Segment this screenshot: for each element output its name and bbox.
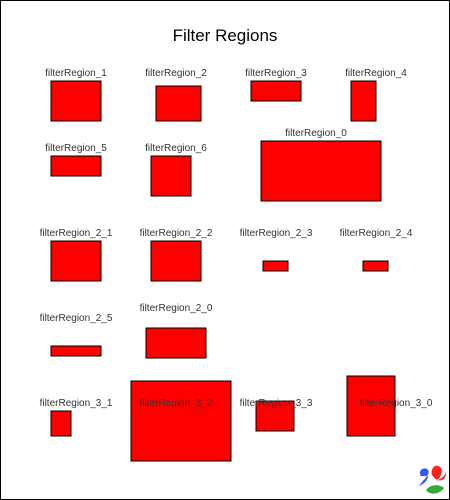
filterregion-0-rect	[260, 140, 382, 202]
filterregion-3-3-rect	[255, 400, 295, 432]
filterregion-3-0-label: filterRegion_3_0	[360, 398, 433, 409]
filterregion-2-4-label: filterRegion_2_4	[340, 228, 413, 239]
filterregion-4-rect	[350, 80, 377, 122]
filterregion-6-rect	[150, 155, 192, 197]
filterregion-2-5-label: filterRegion_2_5	[40, 313, 113, 324]
filterregion-6-label: filterRegion_6	[145, 143, 207, 154]
filterregion-3-rect	[250, 80, 302, 102]
filterregion-2-1-label: filterRegion_2_1	[40, 228, 113, 239]
filterregion-0-label: filterRegion_0	[285, 128, 347, 139]
filterregion-2-3-label: filterRegion_2_3	[240, 228, 313, 239]
filterregion-2-rect	[155, 85, 202, 122]
filterregion-3-label: filterRegion_3	[245, 68, 307, 79]
filterregion-5-rect	[50, 155, 102, 177]
filterregion-3-1-rect	[50, 410, 72, 437]
filterregion-2-2-rect	[150, 240, 202, 282]
filterregion-2-2-label: filterRegion_2_2	[140, 228, 213, 239]
filterregion-1-label: filterRegion_1	[45, 68, 107, 79]
filterregion-2-3-rect	[262, 260, 289, 272]
filterregion-4-label: filterRegion_4	[345, 68, 407, 79]
batik-squiggle-logo-icon	[419, 465, 447, 494]
filterregion-3-2-rect	[130, 380, 232, 462]
filterregion-5-label: filterRegion_5	[45, 143, 107, 154]
filterregion-2-0-label: filterRegion_2_0	[140, 303, 213, 314]
filterregion-3-1-label: filterRegion_3_1	[40, 398, 113, 409]
page-title: Filter Regions	[173, 26, 278, 45]
regions-layer: filterRegion_1 filterRegion_2 filterRegion…	[40, 68, 433, 462]
filterregion-3-3-label: filterRegion_3_3	[240, 398, 313, 409]
filterregion-2-4-rect	[362, 260, 389, 272]
filterregion-3-0-rect	[346, 375, 396, 437]
filterregion-2-1-rect	[50, 240, 102, 282]
filterregion-2-label: filterRegion_2	[145, 68, 207, 79]
filterregion-3-2-label: filterRegion_3_2	[140, 398, 213, 409]
filterregion-2-5-rect	[50, 345, 102, 357]
filterregion-1-rect	[50, 80, 102, 122]
filterregion-2-0-rect	[145, 327, 207, 359]
